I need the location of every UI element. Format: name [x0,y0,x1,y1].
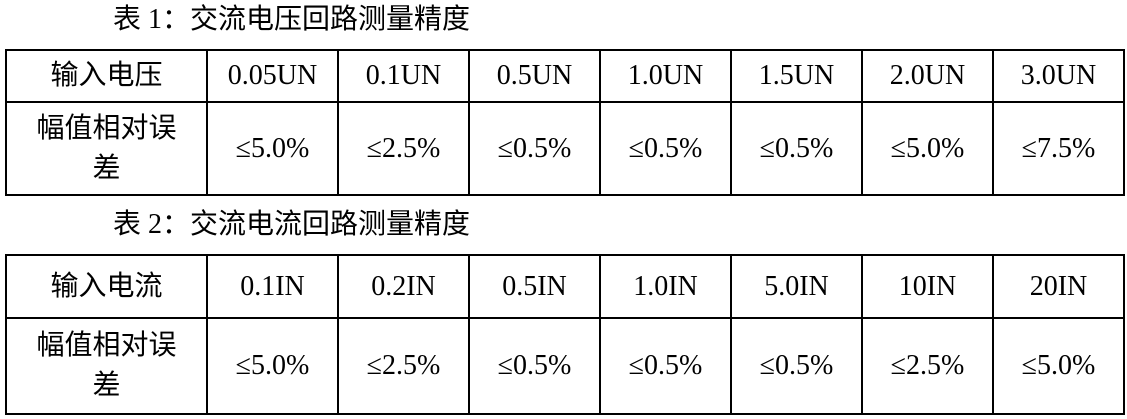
table-row: 输入电压 0.05UN 0.1UN 0.5UN 1.0UN 1.5UN 2.0U… [5,49,1125,103]
table-cell: 1.5UN [730,49,863,103]
table-cell: ≤5.0% [206,101,339,196]
table-cell: 0.5UN [468,49,601,103]
table-cell: ≤0.5% [599,317,732,415]
table-cell: ≤0.5% [730,101,863,196]
table-cell: ≤0.5% [599,101,732,196]
table-cell: ≤0.5% [468,101,601,196]
table-row: 幅值相对误差 ≤5.0% ≤2.5% ≤0.5% ≤0.5% ≤0.5% ≤2.… [5,317,1125,415]
table2-title: 表 2：交流电流回路测量精度 [113,209,471,240]
table-cell: ≤0.5% [730,317,863,415]
table-cell: ≤5.0% [206,317,339,415]
table-row: 幅值相对误差 ≤5.0% ≤2.5% ≤0.5% ≤0.5% ≤0.5% ≤5.… [5,101,1125,196]
row-header-label: 幅值相对误差 [36,330,177,401]
table-cell: 0.5IN [468,254,601,319]
table-cell: ≤5.0% [861,101,994,196]
row-header-cell: 输入电流 [5,254,208,319]
table1-title: 表 1：交流电压回路测量精度 [113,4,471,35]
table-cell: 2.0UN [861,49,994,103]
table-cell: ≤2.5% [861,317,994,415]
row-header-label: 输入电流 [50,270,163,302]
row-header-cell: 幅值相对误差 [5,101,208,196]
table-cell: 1.0IN [599,254,732,319]
row-header-label: 输入电压 [50,60,163,91]
table-cell: 10IN [861,254,994,319]
table-cell: 0.1UN [337,49,470,103]
table-cell: ≤7.5% [992,101,1125,196]
table-cell: 3.0UN [992,49,1125,103]
table1-ac-voltage-accuracy: 输入电压 0.05UN 0.1UN 0.5UN 1.0UN 1.5UN 2.0U… [5,49,1125,196]
table-cell: 0.1IN [206,254,339,319]
table-cell: ≤0.5% [468,317,601,415]
table-row: 输入电流 0.1IN 0.2IN 0.5IN 1.0IN 5.0IN 10IN … [5,254,1125,319]
table-cell: 20IN [992,254,1125,319]
table-cell: 0.2IN [337,254,470,319]
table-cell: 1.0UN [599,49,732,103]
table-cell: ≤2.5% [337,317,470,415]
table-cell: ≤5.0% [992,317,1125,415]
table2-ac-current-accuracy: 输入电流 0.1IN 0.2IN 0.5IN 1.0IN 5.0IN 10IN … [5,254,1125,415]
table-cell: ≤2.5% [337,101,470,196]
row-header-cell: 幅值相对误差 [5,317,208,415]
table-cell: 5.0IN [730,254,863,319]
row-header-label: 幅值相对误差 [36,112,177,184]
row-header-cell: 输入电压 [5,49,208,103]
table-cell: 0.05UN [206,49,339,103]
